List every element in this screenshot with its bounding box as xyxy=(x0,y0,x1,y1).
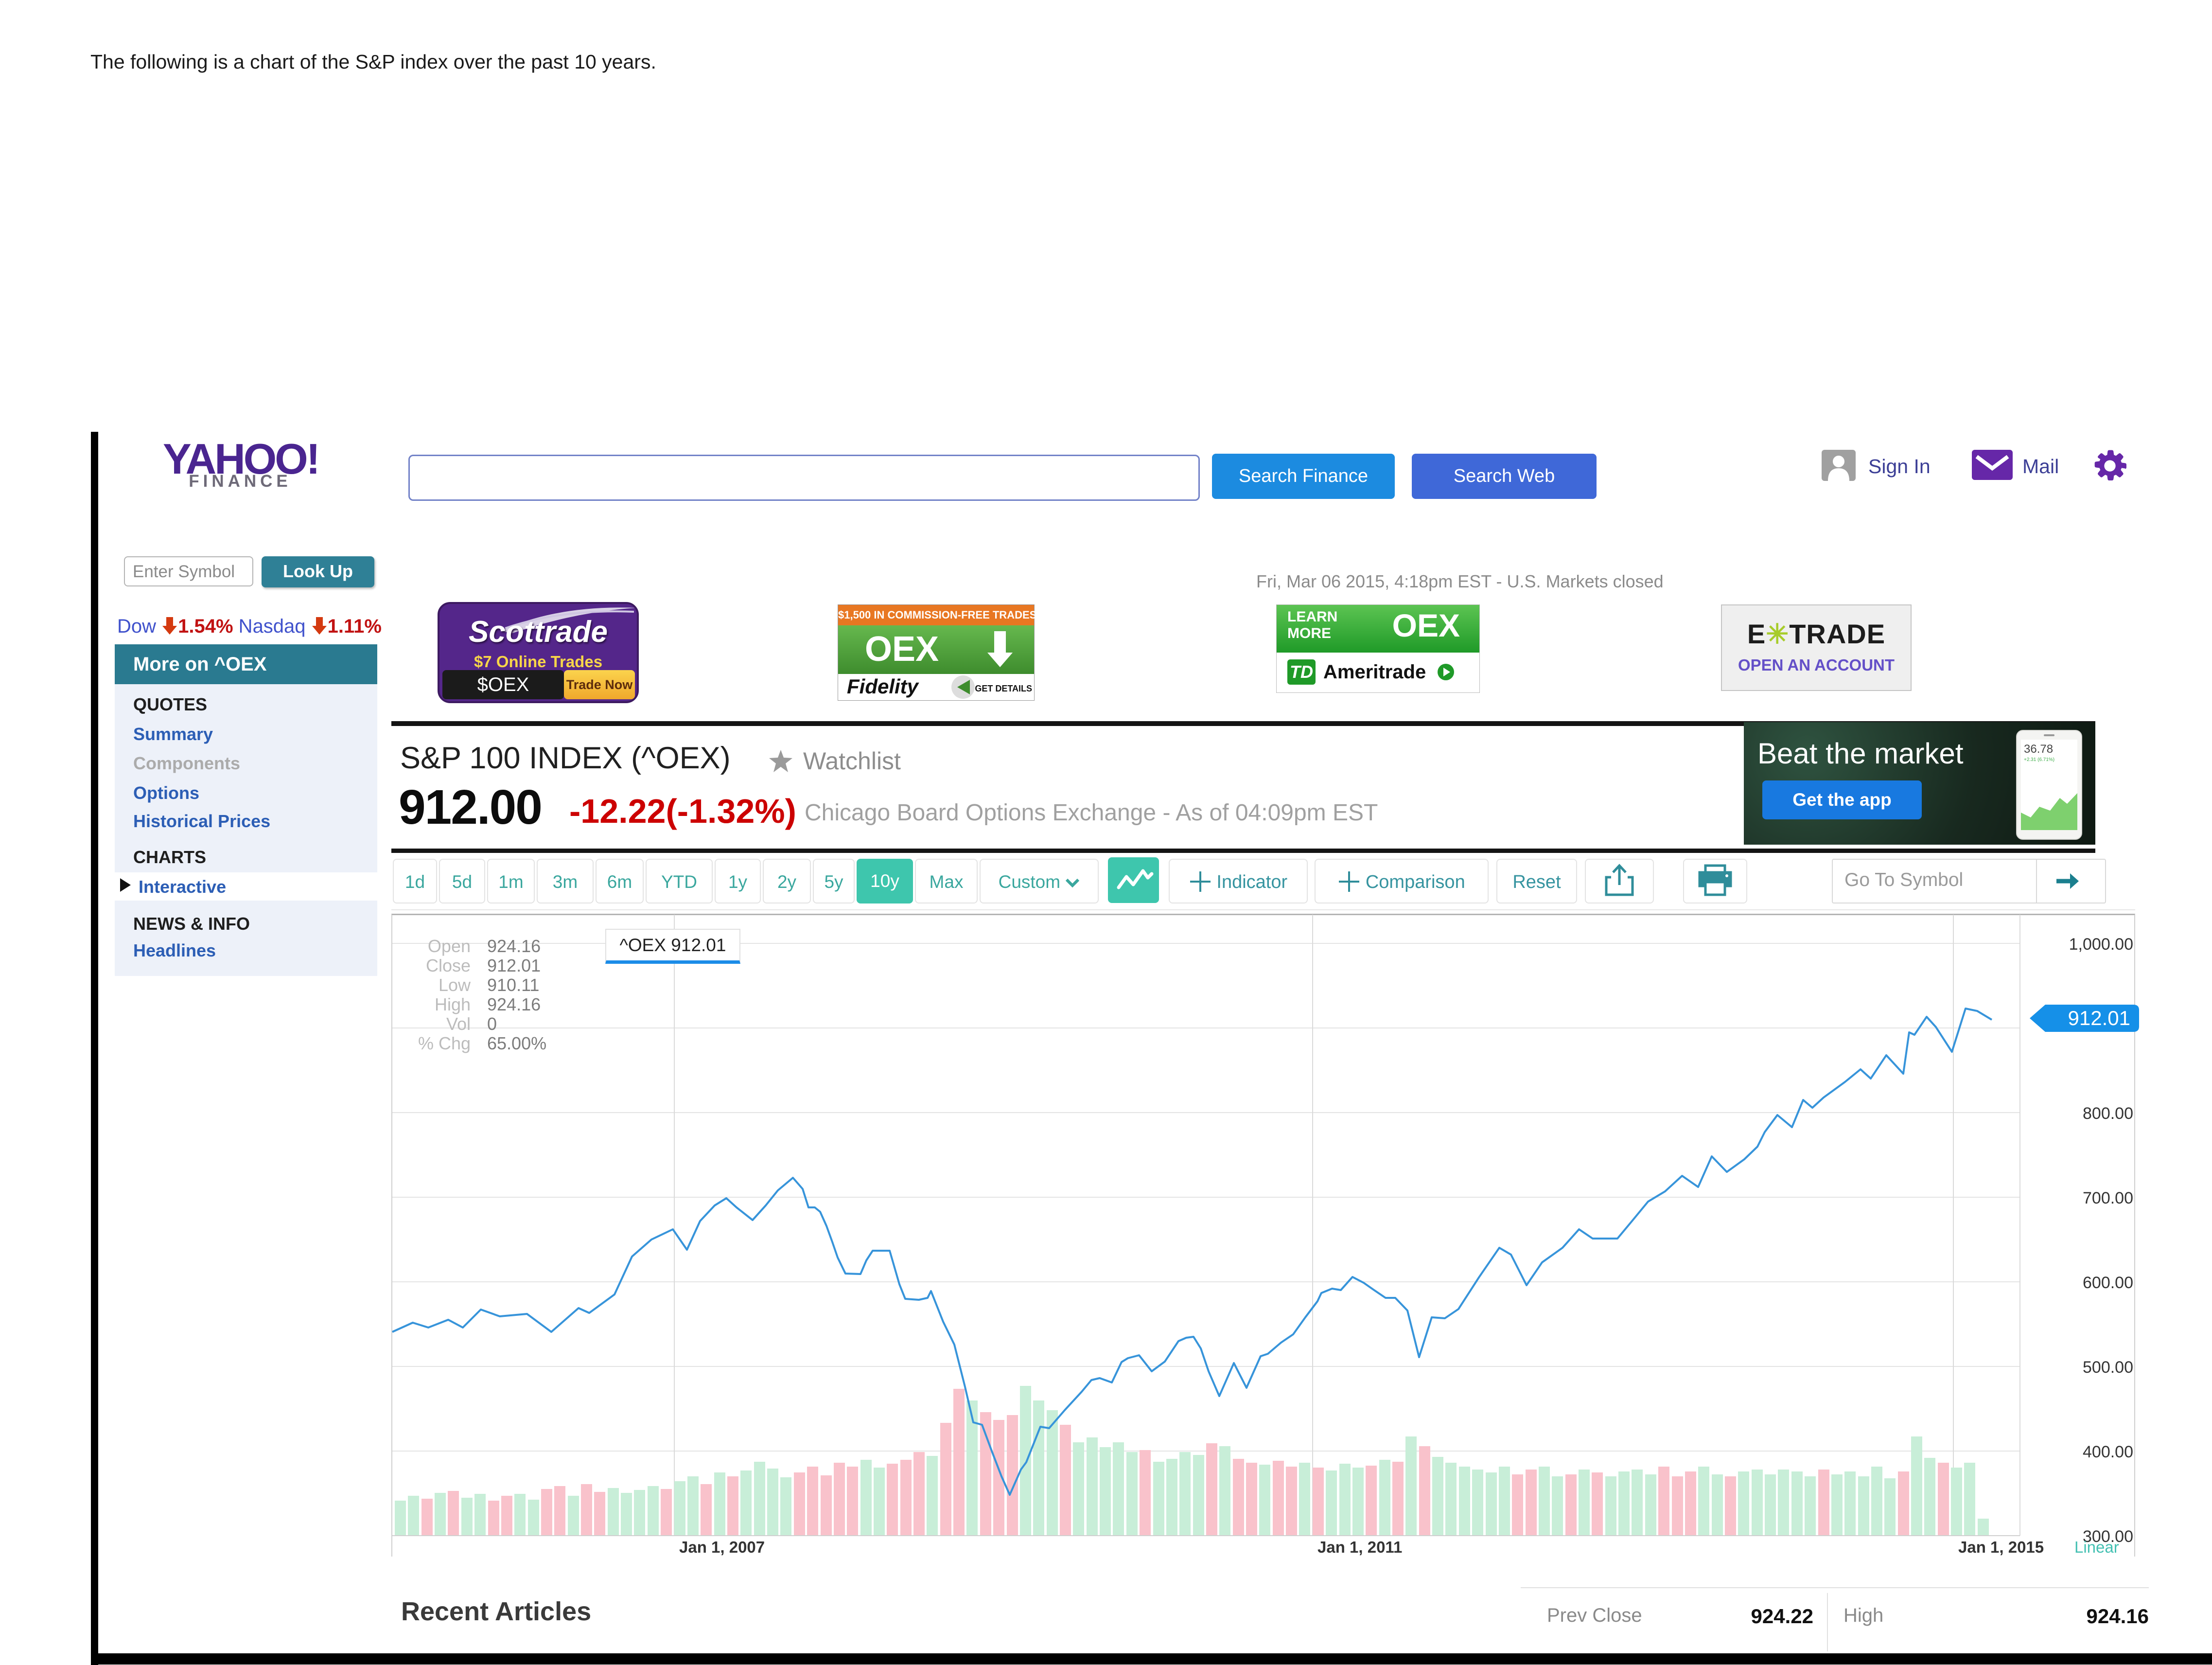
svg-text:912.01: 912.01 xyxy=(2068,1007,2130,1029)
svg-text:Linear: Linear xyxy=(2074,1538,2119,1556)
svg-text:Jan 1, 2015: Jan 1, 2015 xyxy=(1958,1538,2044,1556)
svg-text:Jan 1, 2011: Jan 1, 2011 xyxy=(1317,1538,1402,1556)
svg-text:700.00: 700.00 xyxy=(2083,1189,2133,1207)
svg-text:500.00: 500.00 xyxy=(2083,1358,2133,1377)
svg-text:Jan 1, 2007: Jan 1, 2007 xyxy=(679,1538,765,1556)
svg-text:600.00: 600.00 xyxy=(2083,1274,2133,1292)
svg-text:400.00: 400.00 xyxy=(2083,1443,2133,1461)
svg-text:1,000.00: 1,000.00 xyxy=(2069,935,2133,954)
svg-text:800.00: 800.00 xyxy=(2083,1104,2133,1123)
svg-text:300.00: 300.00 xyxy=(2083,1527,2133,1546)
